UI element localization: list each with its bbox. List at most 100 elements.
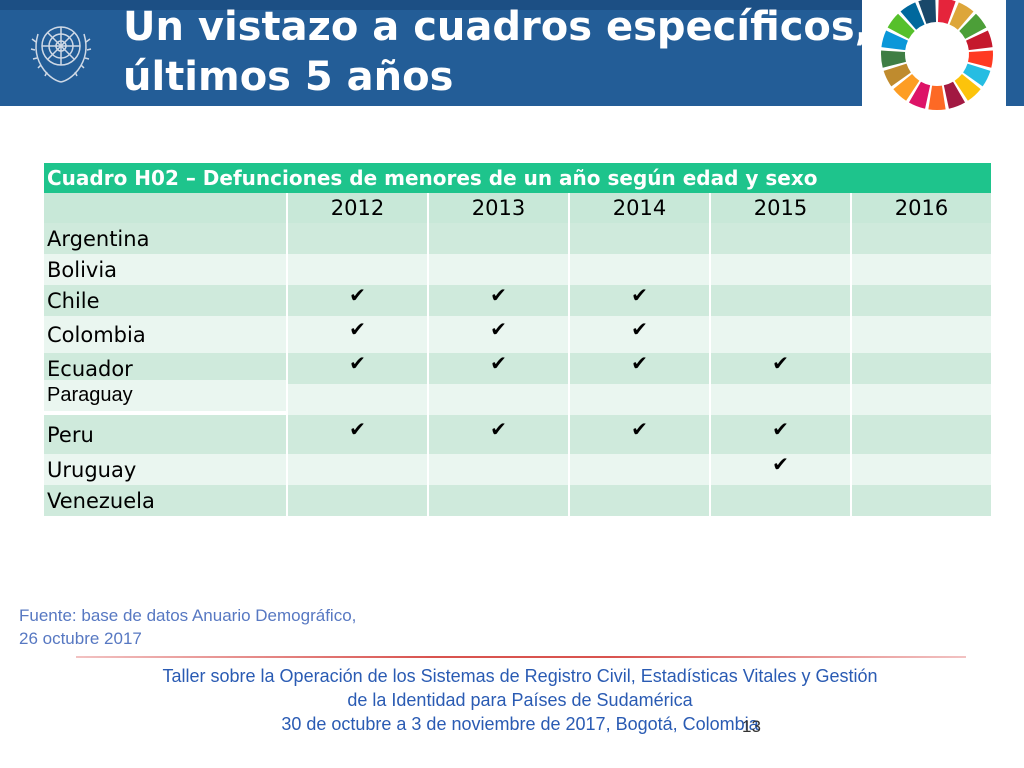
year-cell: ✔ (711, 451, 850, 485)
year-header: 2016 (852, 193, 991, 223)
year-header: 2015 (711, 193, 850, 223)
footer-text: Taller sobre la Operación de los Sistema… (100, 664, 940, 736)
footer-divider (76, 656, 966, 658)
year-cell: ✔ (288, 282, 427, 316)
year-cell: ✔ (570, 415, 709, 454)
sdg-wheel-segment (937, 0, 956, 24)
year-cell (852, 384, 991, 415)
year-cell (570, 485, 709, 516)
year-cell: ✔ (429, 415, 568, 454)
sdg-color-wheel-icon (881, 0, 993, 110)
year-cell (711, 316, 850, 353)
check-icon: ✔ (349, 416, 366, 441)
year-cell: ✔ (711, 351, 850, 384)
sdg-wheel-segment (968, 50, 993, 68)
check-icon: ✔ (631, 282, 648, 307)
year-cell: ✔ (429, 316, 568, 353)
table-row: Peru ✔ ✔ ✔ ✔ (44, 415, 991, 454)
year-cell (429, 384, 568, 415)
year-cell (288, 223, 427, 254)
country-cell: Argentina (44, 223, 286, 254)
sdg-wheel-segment (900, 2, 925, 30)
year-cell (288, 384, 427, 415)
year-header-row: 2012 2013 2014 2015 2016 (44, 193, 991, 223)
table-row: Chile ✔ ✔ ✔ (44, 282, 991, 316)
table-row: Bolivia (44, 254, 991, 285)
year-header: 2014 (570, 193, 709, 223)
slide-title: Un vistazo a cuadros específicos, último… (123, 2, 870, 102)
check-icon: ✔ (631, 350, 648, 375)
year-cell (852, 285, 991, 316)
year-cell: ✔ (570, 282, 709, 316)
check-icon: ✔ (772, 451, 789, 476)
source-line-1: Fuente: base de datos Anuario Demográfic… (19, 606, 357, 625)
year-cell (711, 223, 850, 254)
sdg-logo-box (862, 0, 1006, 110)
year-cell (570, 454, 709, 485)
year-cell: ✔ (429, 350, 568, 384)
slide-header: Un vistazo a cuadros específicos, último… (0, 0, 1024, 110)
page-number: 13 (742, 717, 761, 736)
table-row: Ecuador ✔ ✔ ✔ ✔ (44, 350, 991, 384)
sdg-wheel-segment (954, 74, 981, 101)
table-row: Paraguay (44, 380, 991, 415)
year-cell (429, 454, 568, 485)
header-band (0, 0, 1024, 10)
check-icon: ✔ (631, 316, 648, 341)
table-caption-row: Cuadro H02 – Defunciones de menores de u… (44, 163, 991, 193)
sdg-wheel-segment (918, 0, 937, 24)
year-cell (711, 285, 850, 316)
year-cell (852, 316, 991, 353)
table-row: Colombia ✔ ✔ ✔ (44, 316, 991, 353)
year-header: 2012 (288, 193, 427, 223)
year-cell (852, 485, 991, 516)
year-cell (852, 454, 991, 485)
year-cell (852, 415, 991, 454)
check-icon: ✔ (772, 416, 789, 441)
check-icon: ✔ (631, 416, 648, 441)
year-cell (429, 223, 568, 254)
country-cell: Colombia (44, 316, 286, 353)
year-cell: ✔ (570, 316, 709, 353)
sdg-wheel-segment (881, 50, 906, 68)
title-line-2: últimos 5 años (123, 54, 454, 100)
year-cell (711, 254, 850, 285)
footer-line-1: Taller sobre la Operación de los Sistema… (162, 666, 878, 686)
sdg-wheel-segment (883, 63, 911, 87)
check-icon: ✔ (349, 282, 366, 307)
source-line-2: 26 octubre 2017 (19, 629, 142, 648)
country-cell: Paraguay (44, 380, 286, 411)
year-cell (852, 353, 991, 384)
year-cell (570, 384, 709, 415)
country-cell: Ecuador (44, 353, 286, 384)
year-cell: ✔ (288, 316, 427, 353)
year-cell (288, 254, 427, 285)
sdg-wheel-segment (966, 30, 993, 51)
year-cell: ✔ (429, 282, 568, 316)
check-icon: ✔ (490, 350, 507, 375)
year-cell (711, 384, 850, 415)
check-icon: ✔ (349, 316, 366, 341)
year-cell (288, 454, 427, 485)
sdg-wheel-segment (928, 85, 946, 110)
sdg-wheel-segment (959, 13, 987, 39)
year-cell (570, 254, 709, 285)
year-cell (852, 223, 991, 254)
year-cell (288, 485, 427, 516)
country-cell: Venezuela (44, 485, 286, 516)
year-cell: ✔ (288, 415, 427, 454)
check-icon: ✔ (490, 282, 507, 307)
year-cell: ✔ (711, 415, 850, 454)
year-cell (852, 254, 991, 285)
year-cell (570, 223, 709, 254)
table-row: Uruguay ✔ (44, 451, 991, 485)
year-header: 2013 (429, 193, 568, 223)
table-row: Venezuela (44, 485, 991, 516)
table-row: Argentina (44, 223, 991, 254)
year-cell: ✔ (288, 350, 427, 384)
sdg-wheel-segment (963, 63, 991, 87)
check-icon: ✔ (349, 350, 366, 375)
header-right-edge (1006, 0, 1024, 106)
un-emblem-icon (30, 26, 92, 83)
year-cell (711, 485, 850, 516)
